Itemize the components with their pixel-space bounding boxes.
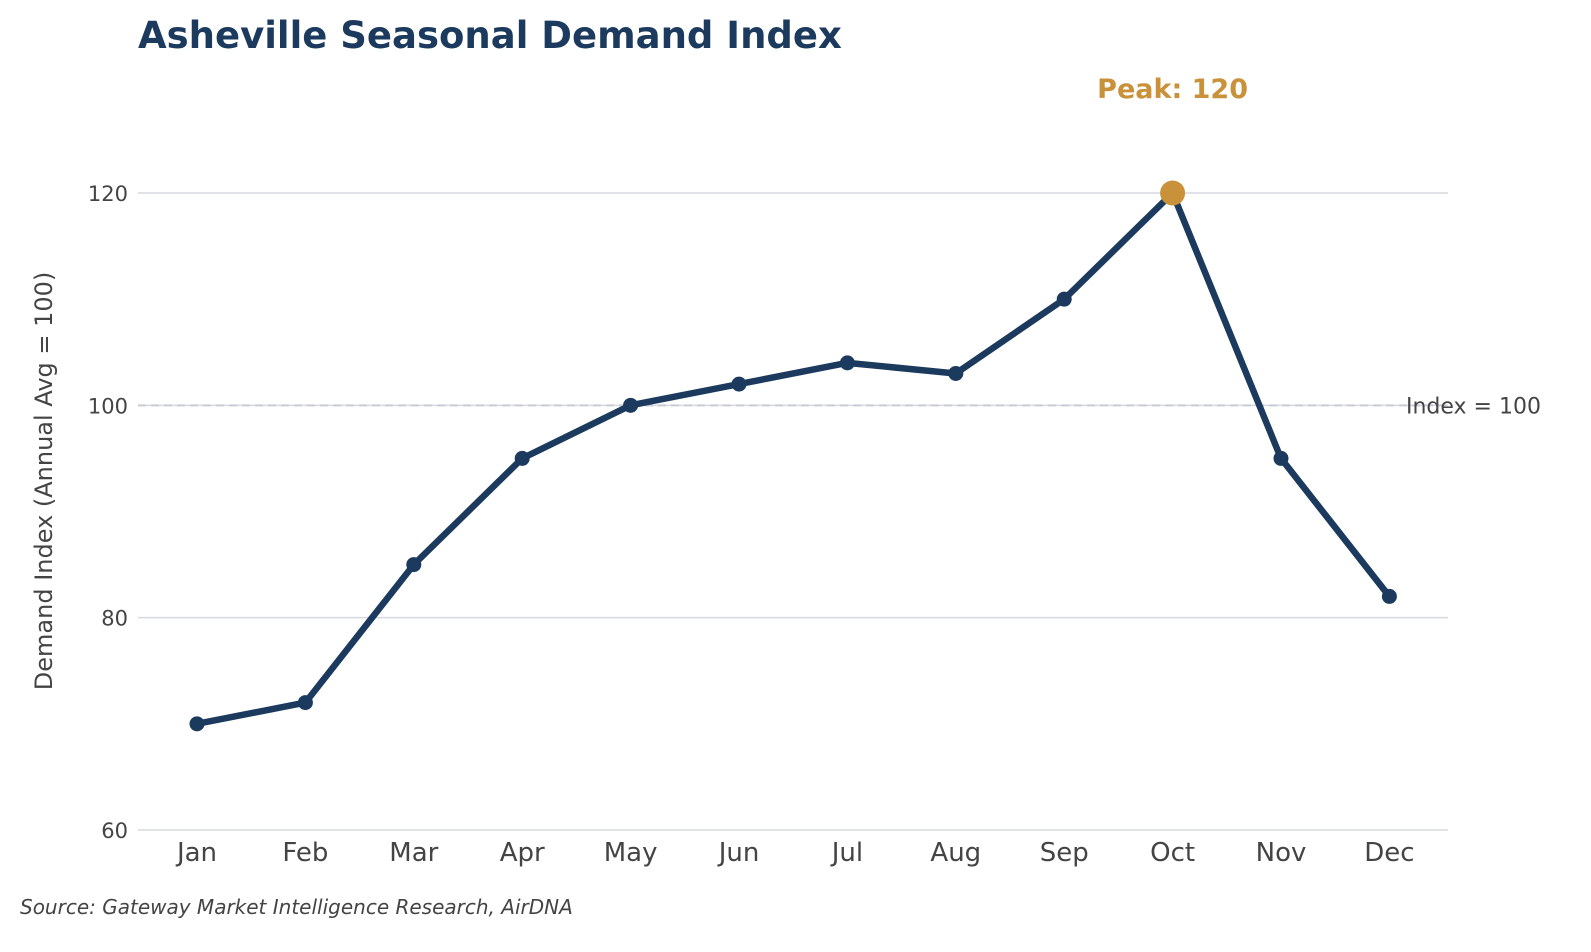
y-tick-label: 80 bbox=[101, 607, 128, 631]
grid-layer bbox=[138, 192, 1448, 831]
data-point bbox=[1273, 450, 1289, 466]
source-note: Source: Gateway Market Intelligence Rese… bbox=[20, 895, 573, 919]
reference-line-label: Index = 100 bbox=[1406, 394, 1541, 419]
peak-point bbox=[1160, 180, 1186, 206]
x-axis-ticks: Jan Feb Mar Apr May Jun Jul Aug Sep Oct Nov Dec bbox=[175, 838, 1415, 868]
x-tick-label: Nov bbox=[1256, 838, 1307, 868]
x-tick-label: May bbox=[604, 838, 658, 868]
x-tick-label: Apr bbox=[500, 838, 545, 868]
x-tick-label: Feb bbox=[282, 838, 328, 868]
data-point bbox=[839, 355, 855, 371]
series-layer bbox=[189, 180, 1397, 732]
data-point bbox=[406, 557, 422, 573]
y-tick-label: 60 bbox=[101, 819, 128, 843]
chart-title: Asheville Seasonal Demand Index bbox=[138, 14, 842, 57]
data-point bbox=[189, 716, 205, 732]
x-tick-label: Sep bbox=[1040, 838, 1089, 868]
reference-layer: Index = 100 bbox=[138, 394, 1541, 419]
x-tick-label: Jul bbox=[830, 838, 863, 868]
data-point bbox=[1381, 588, 1397, 604]
y-tick-label: 100 bbox=[88, 394, 128, 418]
data-point bbox=[297, 695, 313, 711]
x-tick-label: Jan bbox=[175, 838, 217, 868]
data-point bbox=[948, 365, 964, 381]
y-axis-label: Demand Index (Annual Avg = 100) bbox=[30, 272, 58, 691]
data-point bbox=[1056, 291, 1072, 307]
y-axis-ticks: 60 80 100 120 bbox=[88, 182, 128, 843]
data-point bbox=[623, 397, 639, 413]
x-tick-label: Jun bbox=[717, 838, 760, 868]
x-tick-label: Mar bbox=[389, 838, 438, 868]
data-point bbox=[514, 450, 530, 466]
data-point bbox=[731, 376, 747, 392]
x-tick-label: Aug bbox=[930, 838, 981, 868]
x-tick-label: Dec bbox=[1364, 838, 1414, 868]
y-tick-label: 120 bbox=[88, 182, 128, 206]
series-line bbox=[193, 189, 1393, 728]
peak-annotation: Peak: 120 bbox=[1097, 74, 1248, 105]
x-tick-label: Oct bbox=[1150, 838, 1195, 868]
